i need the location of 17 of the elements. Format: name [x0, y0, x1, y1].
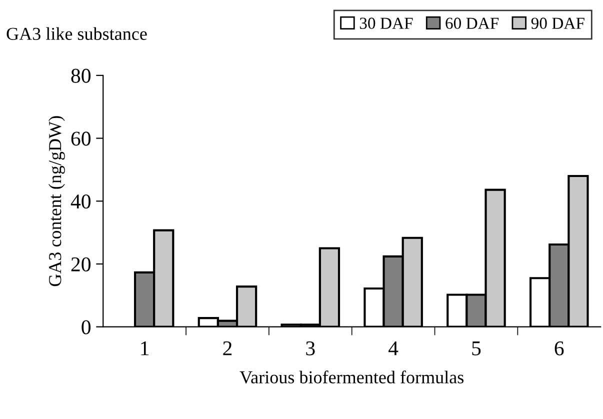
y-tick-label: 40	[70, 194, 91, 209]
x-axis-title: Various biofermented formulas	[240, 370, 464, 384]
y-tick-label: 80	[71, 68, 91, 83]
legend-label: 30 DAF	[360, 18, 413, 29]
x-tick-label: 4	[388, 341, 398, 356]
x-tick-label: 6	[554, 341, 564, 356]
legend-label: 60 DAF	[446, 18, 499, 29]
x-tick-label: 3	[306, 341, 315, 356]
x-tick-label: 1	[141, 341, 149, 356]
y-tick-label: 20	[71, 257, 91, 272]
x-tick-label: 2	[223, 341, 232, 356]
y-axis-title: GA3 content (ng/gDW)	[48, 116, 65, 286]
y-tick-label: 60	[71, 132, 91, 146]
x-tick-label: 5	[472, 342, 481, 356]
y-tick-label: 0	[82, 320, 91, 334]
legend-label: 90 DAF	[531, 18, 584, 29]
chart-title: GA3 like substance	[6, 27, 147, 40]
